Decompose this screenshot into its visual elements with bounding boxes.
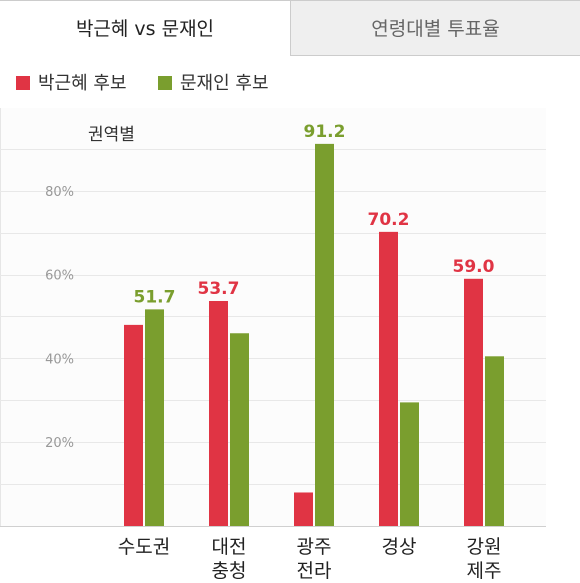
bar-moon (230, 333, 249, 526)
legend-label-moon: 문재인 후보 (180, 73, 269, 94)
x-tick-label: 제주 (467, 560, 502, 582)
legend-swatch-park (16, 76, 30, 90)
tab-bar: 박근혜 vs 문재인 연령대별 투표율 (0, 0, 580, 57)
bar-moon (400, 402, 419, 526)
data-label: 53.7 (198, 279, 240, 299)
bar-moon (315, 143, 334, 526)
data-label: 51.7 (134, 287, 176, 307)
bar-moon (485, 356, 504, 526)
bar-park (294, 492, 313, 526)
bar-park (124, 324, 143, 526)
chart-title: 권역별 (88, 125, 135, 145)
bar-park (379, 231, 398, 526)
bar-moon (145, 309, 164, 526)
bar-park (209, 300, 228, 526)
tab-turnout-by-age[interactable]: 연령대별 투표율 (291, 0, 580, 56)
y-tick-label: 40% (45, 352, 74, 367)
tab-park-vs-moon[interactable]: 박근혜 vs 문재인 (0, 0, 291, 56)
legend-item-moon: 문재인 후보 (158, 69, 269, 95)
x-tick-label: 강원 (467, 536, 502, 558)
y-tick-label: 60% (45, 269, 74, 284)
bar-park (464, 278, 483, 526)
legend-label-park: 박근혜 후보 (38, 73, 127, 94)
data-label: 91.2 (304, 122, 346, 142)
data-label: 70.2 (368, 210, 410, 230)
y-tick-label: 20% (45, 436, 74, 451)
y-tick-label: 80% (45, 185, 74, 200)
x-tick-label: 충청 (212, 560, 247, 582)
data-label: 59.0 (453, 257, 495, 277)
legend-item-park: 박근혜 후보 (16, 69, 127, 95)
x-tick-label: 전라 (297, 560, 332, 582)
x-tick-label: 광주 (297, 536, 332, 558)
x-tick-label: 수도권 (118, 536, 170, 558)
legend-swatch-moon (158, 76, 172, 90)
x-tick-label: 대전 (212, 536, 247, 558)
x-tick-label: 경상 (382, 536, 417, 558)
